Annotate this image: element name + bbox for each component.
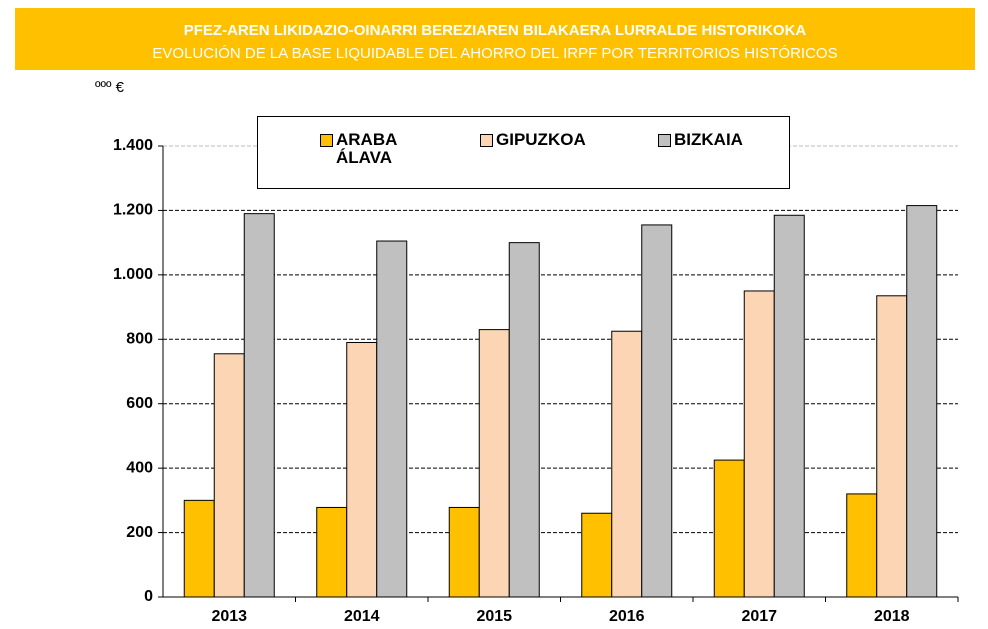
x-tick-label: 2014 bbox=[344, 608, 380, 625]
y-tick-label: 1.200 bbox=[113, 202, 153, 219]
legend-label: GIPUZKOA bbox=[496, 130, 586, 149]
bar bbox=[641, 224, 673, 598]
legend: ARABA ÁLAVA GIPUZKOA BIZKAIA bbox=[257, 116, 790, 189]
bar bbox=[346, 342, 378, 598]
chart-subtitle: EVOLUCIÓN DE LA BASE LIQUIDABLE DEL AHOR… bbox=[152, 45, 837, 62]
header-band bbox=[15, 8, 975, 70]
y-tick-label: 200 bbox=[126, 524, 153, 541]
bar bbox=[713, 459, 745, 598]
bar bbox=[376, 240, 408, 598]
bar bbox=[846, 493, 878, 598]
legend-label: BIZKAIA bbox=[674, 130, 743, 149]
legend-item: BIZKAIA bbox=[658, 131, 754, 149]
unit-label: ººº € bbox=[95, 79, 125, 96]
bar bbox=[611, 330, 643, 598]
legend-item: ARABA ÁLAVA bbox=[320, 131, 416, 167]
bar bbox=[316, 506, 348, 598]
y-tick-label: 1.400 bbox=[113, 137, 153, 154]
bar bbox=[876, 295, 908, 598]
bar bbox=[448, 506, 480, 598]
legend-swatch bbox=[658, 134, 671, 147]
x-tick-label: 2013 bbox=[211, 608, 247, 625]
x-tick-label: 2015 bbox=[476, 608, 512, 625]
legend-swatch bbox=[480, 134, 493, 147]
legend-item: GIPUZKOA bbox=[480, 131, 626, 149]
x-tick-label: 2017 bbox=[741, 608, 777, 625]
bar bbox=[508, 242, 540, 598]
bar bbox=[243, 213, 275, 598]
x-tick-label: 2016 bbox=[609, 608, 645, 625]
y-tick-label: 800 bbox=[126, 331, 153, 348]
bar bbox=[906, 205, 938, 598]
bar bbox=[183, 499, 215, 598]
chart-title: PFEZ-AREN LIKIDAZIO-OINARRI BEREZIAREN B… bbox=[184, 22, 807, 39]
y-tick-label: 0 bbox=[144, 588, 153, 605]
legend-label: ARABA ÁLAVA bbox=[336, 130, 397, 167]
bar bbox=[743, 290, 775, 598]
y-tick-label: 1.000 bbox=[113, 266, 153, 283]
y-tick-label: 400 bbox=[126, 459, 153, 476]
y-tick-label: 600 bbox=[126, 395, 153, 412]
bar bbox=[581, 512, 613, 598]
bar bbox=[478, 329, 510, 598]
bar bbox=[213, 353, 245, 598]
x-tick-label: 2018 bbox=[874, 608, 910, 625]
legend-swatch bbox=[320, 134, 333, 147]
bar bbox=[773, 214, 805, 598]
